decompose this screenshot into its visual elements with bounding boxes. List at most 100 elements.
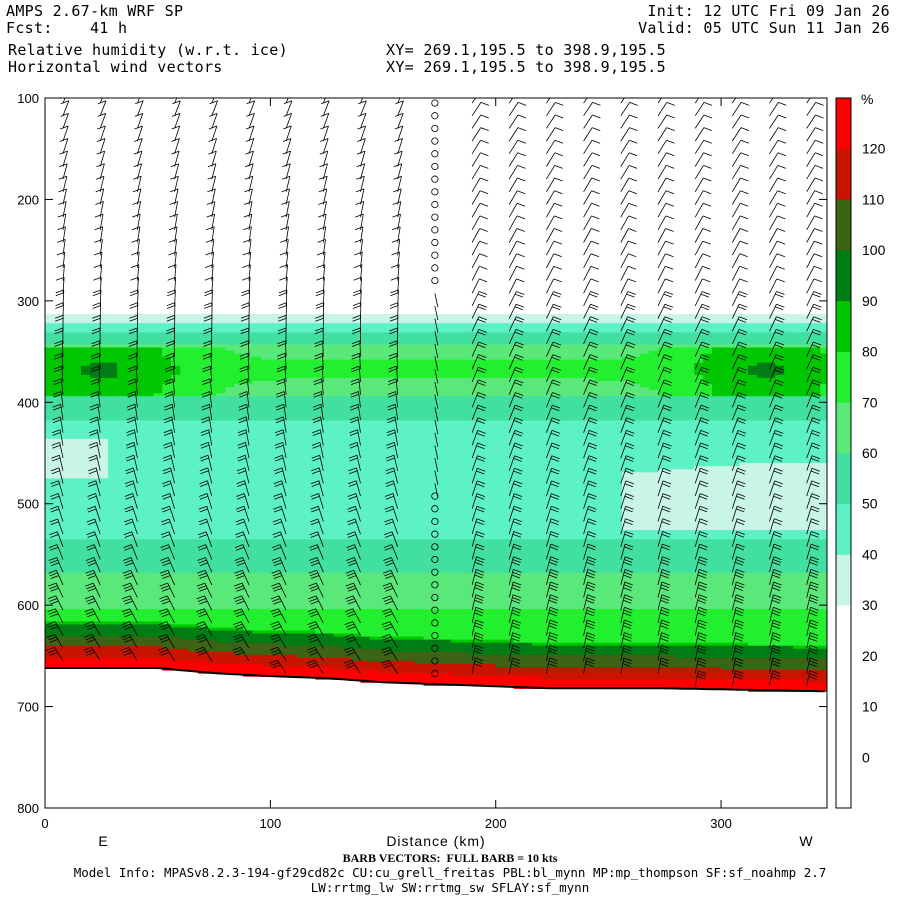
rh-cell [234,597,244,601]
rh-cell [396,560,407,565]
rh-cell [144,335,154,339]
rh-cell [135,423,145,428]
rh-cell [171,371,181,376]
rh-cell [225,633,235,638]
rh-cell [72,451,82,455]
rh-cell [108,654,118,659]
rh-cell [171,545,181,549]
rh-cell [378,618,389,622]
rh-cell [342,493,353,498]
rh-cell [54,524,64,528]
rh-cell [63,347,73,352]
rh-cell [171,645,181,650]
rh-cell [414,420,425,425]
rh-cell [252,505,262,510]
rh-cell [63,612,73,616]
rh-cell [45,499,55,504]
rh-cell [342,502,353,507]
rh-cell [45,654,55,659]
rh-cell [360,542,371,546]
rh-cell [198,362,208,367]
rh-cell [180,432,190,437]
rh-cell [342,341,353,345]
rh-cell [153,651,163,656]
rh-cell [225,381,235,385]
rh-cell [54,484,64,488]
rh-cell [72,417,82,422]
rh-cell [198,627,208,632]
rh-cell [297,511,307,516]
rh-cell [189,469,199,473]
rh-cell [72,356,82,361]
rh-cell [396,527,407,531]
rh-cell [198,590,208,595]
rh-cell [144,377,154,382]
rh-cell [189,618,199,622]
rh-cell [405,441,416,446]
rh-cell [414,606,425,610]
rh-cell [180,511,190,516]
rh-cell [351,517,362,522]
rh-cell [306,642,316,647]
rh-cell [189,514,199,519]
rh-cell [369,420,380,425]
rh-cell [396,414,407,419]
rh-cell [297,460,307,464]
rh-cell [144,575,154,580]
rh-cell [99,569,109,574]
rh-cell [369,451,380,455]
rh-cell [261,648,271,653]
rh-cell [144,648,154,653]
rh-cell [252,642,262,647]
rh-cell [162,374,172,379]
rh-cell [297,317,307,321]
rh-cell [306,569,316,574]
rh-cell [117,490,127,495]
rh-cell [315,502,325,507]
rh-cell [99,368,109,373]
rh-cell [324,444,334,449]
rh-cell [63,563,73,568]
rh-cell [369,329,380,333]
rh-cell [378,447,389,452]
rh-cell [369,642,380,647]
rh-cell [153,377,163,382]
rh-cell [162,563,172,568]
rh-cell [207,414,217,419]
rh-cell [270,606,280,610]
rh-cell [306,478,316,482]
rh-cell [396,639,407,644]
rh-cell [360,451,371,455]
rh-cell [180,630,190,635]
rh-cell [324,618,334,622]
rh-cell [72,521,82,525]
rh-cell [414,484,425,488]
rh-cell [288,359,298,364]
rh-cell [108,581,118,586]
rh-cell [279,594,289,598]
rh-cell [117,496,127,501]
rh-cell [198,384,208,388]
rh-cell [387,551,398,555]
rh-cell [378,508,389,513]
rh-cell [216,511,226,516]
rh-cell [351,551,362,555]
rh-cell [72,423,82,428]
rh-cell [117,365,127,370]
rh-cell [252,484,262,488]
rh-cell [171,627,181,632]
rh-cell [162,402,172,406]
rh-cell [216,384,226,388]
rh-cell [333,323,344,327]
rh-cell [369,676,380,680]
rh-cell [207,499,217,504]
rh-cell [396,420,407,425]
rh-cell [63,356,73,361]
rh-cell [279,557,289,562]
rh-cell [387,408,398,412]
rh-cell [90,521,100,525]
rh-cell [360,560,371,565]
rh-cell [342,463,353,467]
rh-cell [333,654,344,659]
rh-cell [315,660,325,665]
